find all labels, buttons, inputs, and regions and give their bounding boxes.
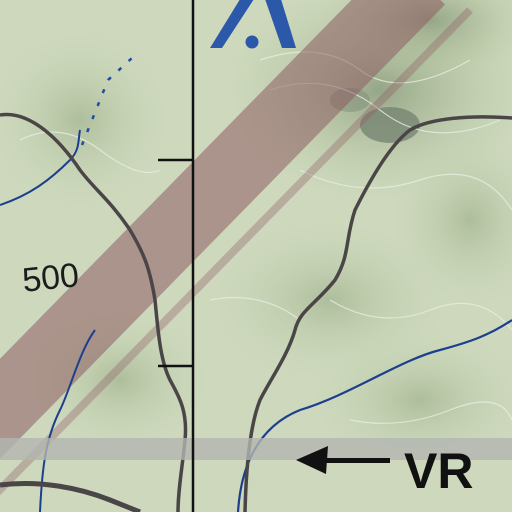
airport-symbol-icon: [210, 0, 296, 49]
road-south-curve: [0, 481, 141, 512]
restricted-corridor-edge: [0, 7, 473, 496]
route-label: VR: [404, 443, 473, 499]
contour-lines: [19, 51, 512, 424]
road-east: [243, 115, 512, 512]
visual-route-band: [0, 438, 512, 460]
restricted-corridor-band: [0, 0, 446, 459]
stream-northwest: [0, 129, 81, 206]
stream-dashed: [80, 57, 133, 146]
left-arrow-icon: [296, 446, 390, 474]
stream-southwest: [39, 329, 96, 512]
elevation-label: 500: [20, 256, 80, 300]
meridian-line: [158, 0, 195, 512]
